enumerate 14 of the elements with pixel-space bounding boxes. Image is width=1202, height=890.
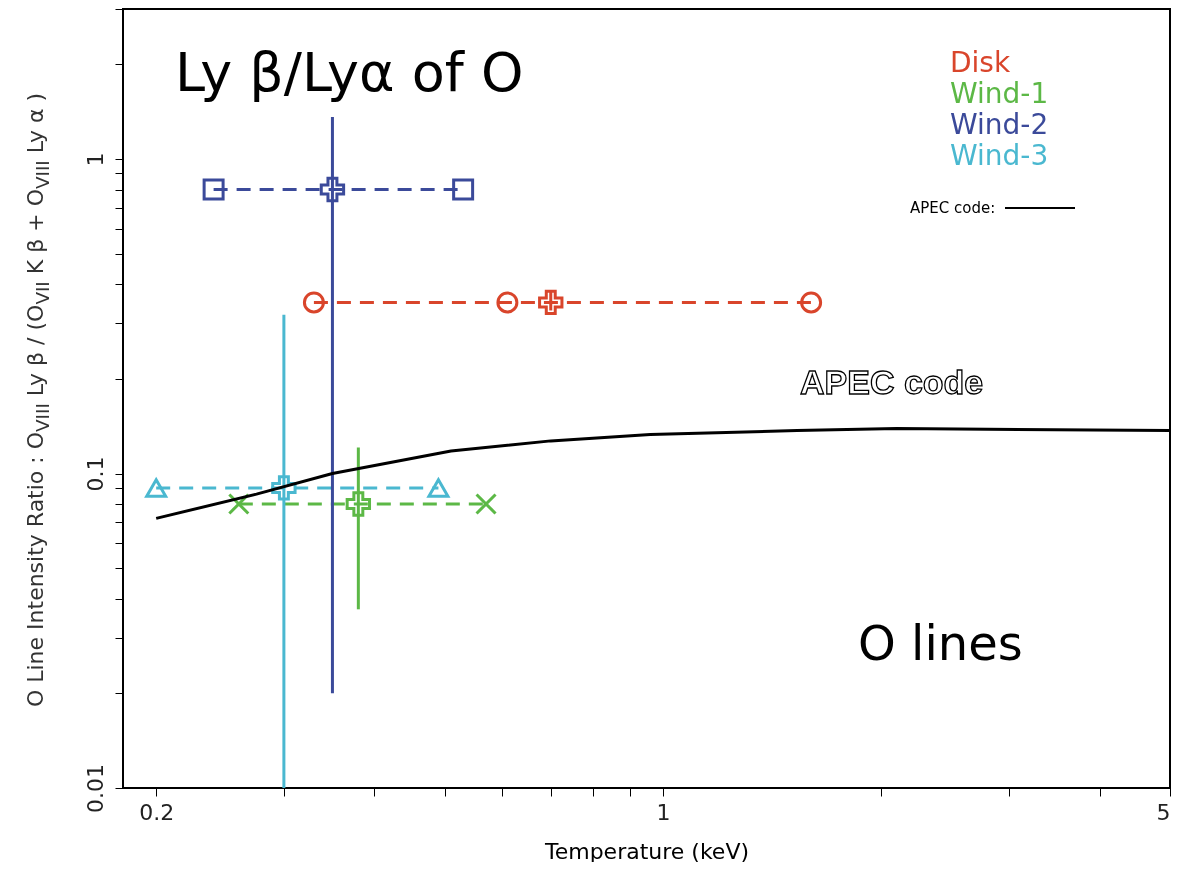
x-tick-label: 5 xyxy=(1156,799,1171,825)
text: Ly β/Lyα of O xyxy=(175,41,524,104)
legend-label: APEC code: xyxy=(910,199,996,217)
annotation: O lines xyxy=(858,615,1023,671)
y-tick-label: 1 xyxy=(82,152,108,167)
text: Wind-2 xyxy=(950,108,1049,141)
text: Wind-1 xyxy=(950,77,1049,110)
annotation: APEC code xyxy=(800,363,984,401)
y-tick-label: 0.01 xyxy=(82,764,108,813)
text: Wind-3 xyxy=(950,139,1049,172)
y-tick-label: 0.1 xyxy=(82,456,108,492)
x-tick-label: 0.2 xyxy=(139,799,175,825)
x-tick-label: 1 xyxy=(656,799,671,825)
text: Disk xyxy=(950,46,1011,79)
